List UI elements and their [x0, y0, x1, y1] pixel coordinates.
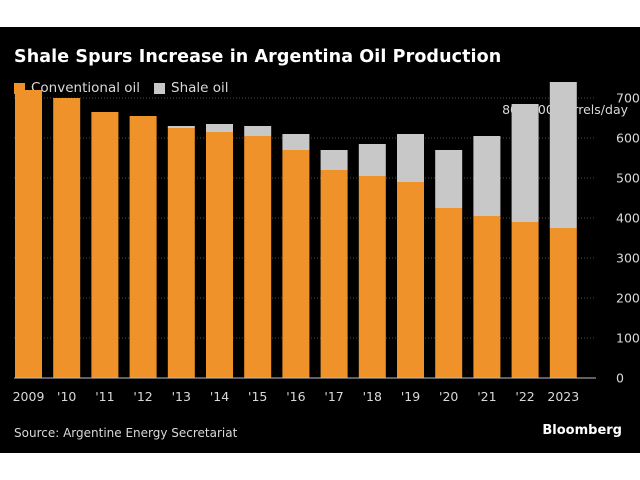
- bar-shale: [435, 150, 463, 208]
- bar-conventional: [244, 136, 272, 378]
- x-tick-label: '14: [210, 389, 229, 404]
- y-tick-label: 600: [616, 131, 640, 146]
- bar-conventional: [473, 216, 501, 378]
- y-tick-label: 300: [616, 251, 640, 266]
- bar-shale: [511, 104, 539, 222]
- bar-chart: 0 100 200 300 400 500 600 700 2009 '10 '11 '12 '13 '1…: [13, 82, 640, 404]
- bar-shale: [244, 126, 272, 136]
- y-tick-label: 0: [616, 371, 624, 386]
- chart-legend: Conventional oil Shale oil: [14, 80, 243, 96]
- bar-conventional: [206, 132, 233, 378]
- bar-shale: [206, 124, 233, 132]
- bar-conventional: [320, 170, 348, 378]
- bar-shale: [358, 144, 386, 176]
- x-tick-label: '13: [172, 389, 191, 404]
- bar-conventional: [282, 150, 310, 378]
- legend-item-shale: Shale oil: [154, 80, 229, 96]
- bar-conventional: [91, 112, 119, 378]
- y-tick-label: 400: [616, 211, 640, 226]
- y-tick-label: 200: [616, 291, 640, 306]
- legend-swatch-conventional: [14, 82, 25, 94]
- y-tick-label: 700: [616, 91, 640, 106]
- bar-conventional: [358, 176, 386, 378]
- x-tick-label: '21: [477, 389, 496, 404]
- y-tick-label: 100: [616, 331, 640, 346]
- bar-shale: [167, 126, 195, 128]
- x-tick-label: '18: [363, 389, 382, 404]
- legend-item-conventional: Conventional oil: [14, 80, 140, 96]
- bar-shale: [549, 82, 577, 228]
- chart-panel: Shale Spurs Increase in Argentina Oil Pr…: [0, 27, 640, 453]
- bar-shale: [473, 136, 501, 216]
- bar-conventional: [549, 228, 577, 378]
- bar-conventional: [511, 222, 539, 378]
- bar-conventional: [129, 116, 157, 378]
- bar-conventional: [397, 182, 424, 378]
- bar-shale: [397, 134, 424, 182]
- source-note: Source: Argentine Energy Secretariat: [14, 426, 238, 440]
- x-tick-label: '12: [133, 389, 152, 404]
- legend-label-conventional: Conventional oil: [31, 80, 141, 96]
- legend-swatch-shale: [154, 82, 166, 94]
- bar-conventional: [167, 128, 195, 378]
- bar-shale: [282, 134, 310, 150]
- x-tick-label: '16: [286, 389, 305, 404]
- bar-conventional: [53, 98, 81, 378]
- x-tick-label: 2009: [13, 389, 45, 404]
- x-tick-label: '17: [324, 389, 343, 404]
- bar-shale: [320, 150, 348, 170]
- bar-conventional: [435, 208, 463, 378]
- x-tick-label: '11: [95, 389, 114, 404]
- x-tick-label: '19: [401, 389, 420, 404]
- bloomberg-logo: Bloomberg: [542, 423, 622, 438]
- legend-label-shale: Shale oil: [171, 80, 229, 96]
- bar-conventional: [15, 90, 42, 378]
- x-tick-label: 2023: [547, 389, 579, 404]
- y-tick-label: 500: [616, 171, 640, 186]
- x-tick-label: '22: [515, 389, 534, 404]
- x-tick-label: '10: [57, 389, 76, 404]
- chart-title: Shale Spurs Increase in Argentina Oil Pr…: [14, 47, 502, 67]
- x-tick-label: '15: [248, 389, 267, 404]
- x-tick-label: '20: [439, 389, 458, 404]
